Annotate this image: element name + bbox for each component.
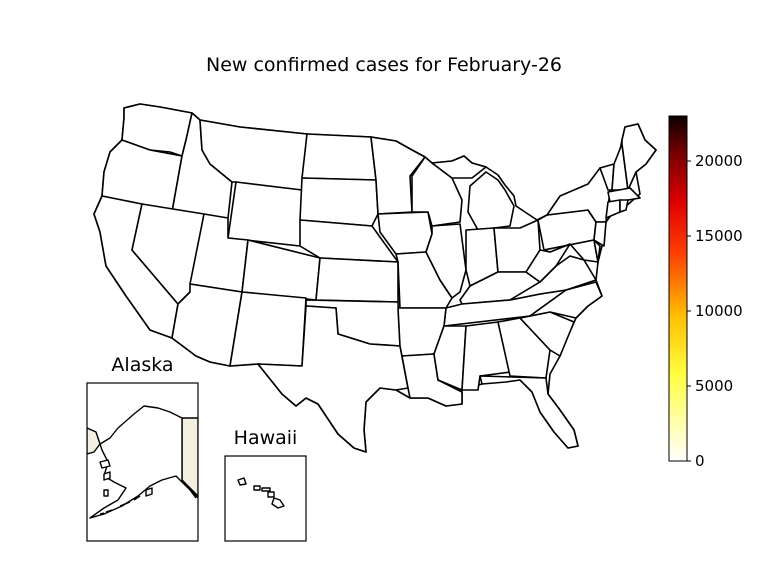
state-mississippi — [433, 325, 467, 391]
colorbar-tick-label: 5000 — [695, 377, 733, 395]
hawaii-big-island — [271, 497, 285, 509]
hawaii-molokai — [261, 487, 271, 492]
state-georgia — [497, 317, 551, 379]
state-massachusetts — [607, 187, 641, 203]
state-florida — [479, 375, 579, 449]
state-delaware — [593, 239, 601, 263]
canada-bc-west — [87, 427, 101, 455]
alaska-title: Alaska — [111, 354, 174, 376]
colorbar-tick-label: 0 — [695, 452, 705, 470]
colorbar-tick-label: 15000 — [695, 227, 743, 245]
state-michigan — [467, 171, 515, 231]
colorbar-gradient — [668, 115, 688, 462]
state-washington — [121, 103, 193, 157]
state-alaska — [89, 405, 198, 519]
state-north-dakota — [301, 133, 377, 181]
alaska-aleutian — [99, 495, 141, 515]
hawaii-oahu — [253, 485, 261, 491]
alaska-panhandle — [181, 479, 197, 499]
state-wisconsin — [411, 156, 463, 227]
colorbar-ticks: 0 5000 10000 15000 20000 — [687, 152, 743, 470]
hawaii-inset — [224, 455, 307, 542]
state-maine — [621, 123, 657, 191]
state-texas — [257, 305, 409, 453]
state-kansas — [315, 257, 399, 303]
alaska-island-4 — [103, 489, 109, 497]
hawaii-maui — [267, 491, 275, 498]
state-illinois — [425, 223, 467, 299]
state-michigan-upper — [431, 155, 487, 179]
alaska-island-3 — [145, 487, 153, 497]
state-connecticut — [605, 199, 621, 219]
colorbar-tick-label: 20000 — [695, 152, 743, 170]
hawaii-title: Hawaii — [233, 427, 298, 449]
hawaii-kauai — [237, 477, 247, 486]
alaska-inset — [86, 382, 199, 542]
state-new-jersey — [593, 221, 607, 247]
colorbar: 0 5000 10000 15000 20000 — [668, 115, 743, 470]
alaska-island-1 — [99, 459, 111, 469]
state-rhode-island — [619, 199, 629, 213]
colorbar-tick-label: 10000 — [695, 302, 743, 320]
map-title: New confirmed cases for February-26 — [205, 54, 562, 76]
alaska-island-2 — [103, 471, 111, 481]
hawaii-inset-frame — [224, 455, 307, 542]
state-new-mexico — [229, 291, 307, 367]
state-wyoming — [227, 181, 303, 247]
contiguous-us-map — [93, 103, 657, 453]
state-minnesota — [370, 136, 426, 215]
state-south-dakota — [299, 177, 379, 227]
